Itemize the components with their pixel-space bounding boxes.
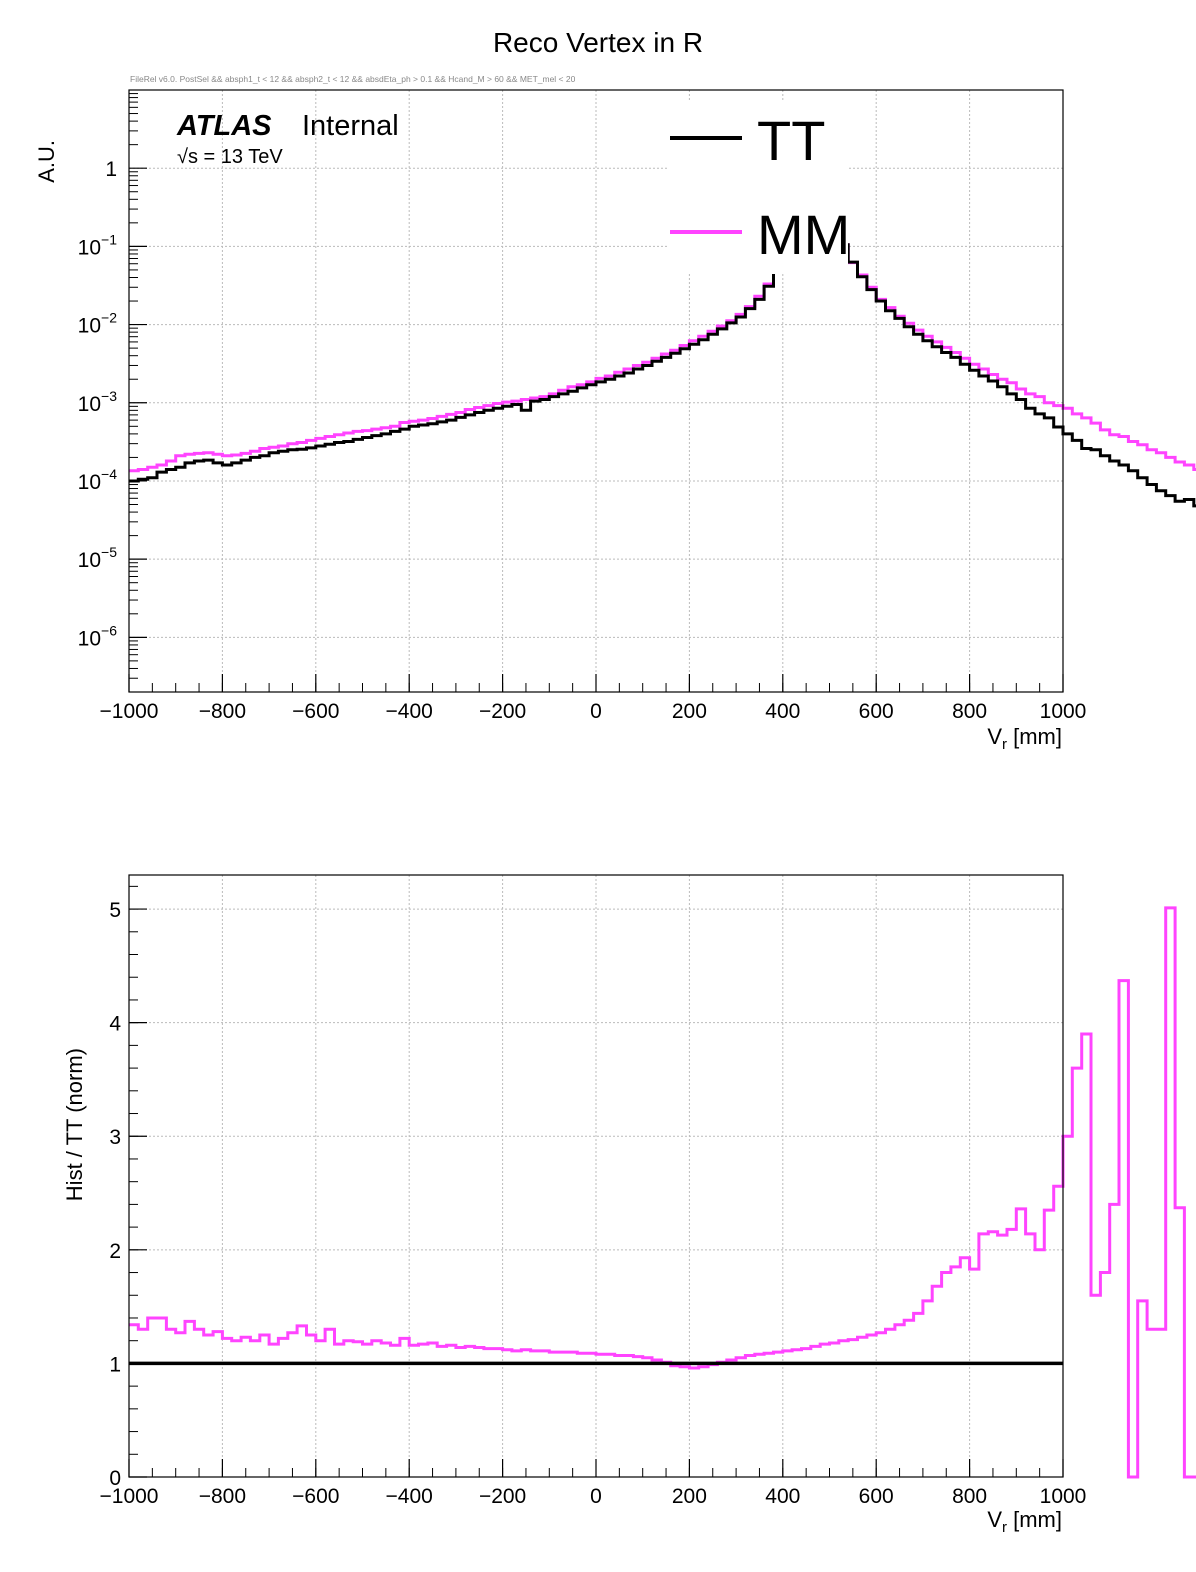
y-tick-label: 3 — [109, 1126, 121, 1149]
y-tick-label: 10−3 — [78, 388, 118, 416]
bottom-x-axis-label: Vr [mm] — [987, 1507, 1062, 1536]
legend: TT MM — [668, 102, 850, 274]
y-tick-label: 10−2 — [78, 310, 118, 338]
y-tick-label: 10−5 — [78, 544, 118, 572]
x-tick-label: 800 — [952, 1485, 987, 1508]
x-tick-label: 200 — [672, 1485, 707, 1508]
x-tick-label: 600 — [859, 1485, 894, 1508]
y-tick-label: 10−1 — [78, 231, 118, 259]
top-x-tick-labels: −1000 −800 −600 −400 −200 0 200 400 600 800 1000 — [100, 700, 1087, 723]
x-tick-label: 600 — [859, 700, 894, 723]
legend-label-tt: TT — [757, 109, 825, 172]
x-tick-label: 0 — [590, 1485, 602, 1508]
y-tick-label: 0 — [109, 1467, 121, 1490]
bottom-x-tick-labels: −1000 −800 −600 −400 −200 0 200 400 600 800 1000 — [100, 1485, 1087, 1508]
top-y-tick-labels: 1 10−1 10−2 10−3 10−4 10−5 10−6 — [78, 158, 118, 650]
x-tick-label: 0 — [590, 700, 602, 723]
x-tick-label: −200 — [479, 1485, 526, 1508]
selection-text: FileRel v6.0. PostSel && absph1_t < 12 &… — [130, 74, 576, 84]
top-frame — [128, 89, 1064, 693]
bottom-y-tick-labels: 0 1 2 3 4 5 — [109, 899, 121, 1490]
bottom-panel: −1000 −800 −600 −400 −200 0 200 400 600 800 1000 0… — [62, 874, 1196, 1536]
y-tick-label: 5 — [109, 899, 121, 922]
x-tick-label: −1000 — [100, 700, 159, 723]
atlas-status: Internal — [302, 110, 399, 142]
x-tick-label: −400 — [386, 700, 433, 723]
x-tick-label: −600 — [292, 1485, 339, 1508]
x-tick-label: −200 — [479, 700, 526, 723]
y-tick-label: 1 — [105, 158, 117, 181]
x-tick-label: 1000 — [1040, 1485, 1087, 1508]
y-tick-label: 10−6 — [78, 622, 118, 650]
y-tick-label: 1 — [109, 1353, 121, 1376]
energy-label: √s = 13 TeV — [177, 146, 283, 168]
y-tick-label: 10−4 — [78, 466, 118, 494]
x-tick-label: −800 — [199, 1485, 246, 1508]
y-tick-label: 2 — [109, 1240, 121, 1263]
x-tick-label: 400 — [765, 1485, 800, 1508]
atlas-label: ATLAS — [176, 110, 272, 142]
ratio-line-mm — [129, 906, 1196, 1479]
series-line-mm — [129, 221, 1196, 473]
series-line-tt — [129, 218, 1196, 508]
x-tick-label: 200 — [672, 700, 707, 723]
top-minor-ticks — [128, 93, 1064, 693]
bottom-frame — [128, 874, 1064, 1478]
x-tick-label: 400 — [765, 700, 800, 723]
x-tick-label: −800 — [199, 700, 246, 723]
top-y-axis-label: A.U. — [34, 140, 59, 183]
top-grid — [129, 90, 1063, 692]
x-tick-label: −400 — [386, 1485, 433, 1508]
x-tick-label: 800 — [952, 700, 987, 723]
bottom-y-axis-label: Hist / TT (norm) — [62, 1048, 87, 1201]
legend-label-mm: MM — [757, 203, 850, 266]
legend-box — [668, 102, 848, 274]
y-tick-label: 4 — [109, 1013, 121, 1036]
x-tick-label: −1000 — [100, 1485, 159, 1508]
x-tick-label: −600 — [292, 700, 339, 723]
figure-title: Reco Vertex in R — [493, 27, 703, 58]
top-panel: −1000 −800 −600 −400 −200 0 200 400 600 800 1000 1… — [34, 89, 1196, 753]
bottom-grid — [129, 875, 1063, 1477]
x-tick-label: 1000 — [1040, 700, 1087, 723]
top-x-axis-label: Vr [mm] — [987, 724, 1062, 753]
